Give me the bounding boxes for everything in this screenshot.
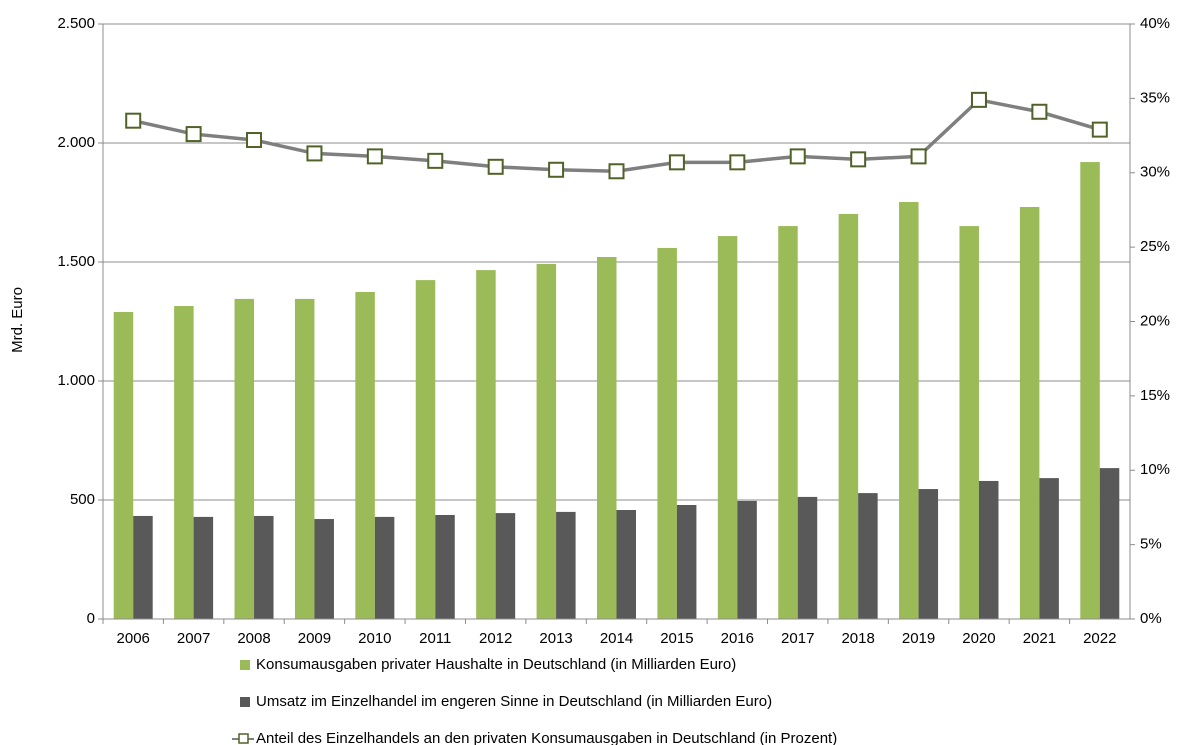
legend-marker [238, 733, 249, 744]
x-tick-label: 2015 [660, 630, 693, 647]
x-tick-label: 2017 [781, 630, 814, 647]
y2-tick-label: 10% [1140, 461, 1170, 478]
y2-tick-label: 40% [1140, 15, 1170, 32]
x-tick-label: 2019 [902, 630, 935, 647]
line-marker [487, 158, 504, 175]
bar [374, 516, 395, 619]
x-tick-label: 2009 [298, 630, 331, 647]
line-marker [910, 148, 927, 165]
line-marker [306, 145, 323, 162]
y-tick-label: 2.000 [57, 134, 95, 151]
y-tick-label: 1.500 [57, 253, 95, 270]
line-marker [970, 91, 987, 108]
x-tick-label: 2006 [117, 630, 150, 647]
line-marker [246, 132, 263, 149]
line-marker [1031, 103, 1048, 120]
bar [193, 516, 214, 619]
bar [556, 511, 576, 619]
x-tick-label: 2018 [841, 630, 874, 647]
y2-tick-label: 20% [1140, 312, 1170, 329]
line-marker [427, 152, 444, 169]
bar [495, 513, 516, 619]
y2-tick-label: 30% [1140, 164, 1170, 181]
x-tick-label: 2011 [419, 630, 451, 647]
line-marker [1091, 121, 1108, 138]
bar [415, 280, 436, 619]
line-marker [729, 154, 746, 171]
x-tick-label: 2012 [479, 630, 512, 647]
line [132, 97, 1101, 174]
bar [294, 298, 315, 619]
legend-label: Anteil des Einzelhandels an den privaten… [256, 730, 837, 745]
line-marker [125, 112, 142, 129]
legend-swatch [240, 660, 250, 670]
bar [597, 257, 617, 619]
bar [476, 270, 496, 619]
line-marker [850, 151, 867, 168]
legend-swatch [240, 697, 250, 707]
x-tick-label: 2020 [962, 630, 995, 647]
bar [858, 493, 878, 619]
y-tick-label: 2.500 [57, 15, 95, 32]
bar [899, 202, 919, 620]
bar [717, 236, 738, 620]
bar [778, 226, 798, 619]
x-tick-label: 2016 [721, 630, 754, 647]
bar [657, 247, 677, 619]
bar [676, 504, 697, 619]
bar [838, 213, 859, 619]
x-tick-label: 2014 [600, 630, 633, 647]
bar [616, 509, 636, 619]
y2-tick-label: 0% [1140, 610, 1162, 627]
line-marker [366, 148, 383, 165]
line-marker [548, 161, 565, 178]
bar [797, 496, 818, 619]
bar [355, 291, 375, 619]
bar [536, 263, 557, 619]
line-marker [668, 154, 685, 171]
bar [1099, 468, 1120, 619]
bar [254, 515, 274, 619]
x-tick-label: 2010 [358, 630, 391, 647]
bar [1080, 162, 1100, 620]
bar [113, 311, 134, 619]
y2-tick-label: 25% [1140, 238, 1170, 255]
line-marker [185, 126, 202, 143]
y-tick-label: 0 [87, 610, 95, 627]
bar [978, 480, 999, 619]
bar [435, 514, 455, 619]
x-tick-label: 2013 [539, 630, 572, 647]
x-tick-label: 2007 [177, 630, 210, 647]
legend-label: Umsatz im Einzelhandel im engeren Sinne … [256, 693, 772, 710]
bar [174, 306, 194, 619]
x-tick-label: 2022 [1083, 630, 1116, 647]
y2-tick-label: 5% [1140, 536, 1162, 553]
line-marker [789, 148, 806, 165]
x-tick-label: 2008 [237, 630, 270, 647]
x-tick-label: 2021 [1023, 630, 1056, 647]
y-axis-title: Mrd. Euro [9, 287, 26, 353]
y-tick-label: 1.000 [57, 372, 95, 389]
bar [314, 519, 334, 619]
bar [918, 489, 939, 619]
y2-tick-label: 35% [1140, 89, 1170, 106]
bar [1039, 478, 1059, 619]
bar [133, 515, 153, 619]
y-tick-label: 500 [70, 491, 95, 508]
line-marker [608, 163, 625, 180]
legend-label: Konsumausgaben privater Haushalte in Deu… [256, 656, 736, 673]
bar [234, 298, 255, 619]
y2-tick-label: 15% [1140, 387, 1170, 404]
bar [737, 500, 757, 619]
bar [959, 226, 979, 619]
legend: Konsumausgaben privater Haushalte in Deu… [232, 656, 837, 745]
bar [1019, 207, 1040, 619]
